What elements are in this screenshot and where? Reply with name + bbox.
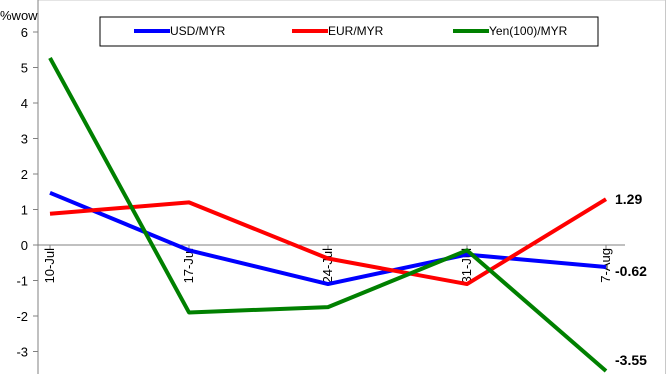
- end-value-label: -3.55: [615, 352, 647, 368]
- y-tick-label: -1: [16, 274, 28, 289]
- y-tick-label: 4: [21, 96, 28, 111]
- legend-label: USD/MYR: [170, 24, 226, 38]
- y-tick-label: 0: [21, 238, 28, 253]
- series-line: [48, 56, 608, 373]
- y-tick-label: 6: [21, 25, 28, 40]
- y-axis-title: %wow: [0, 8, 38, 23]
- y-tick-label: -3: [16, 345, 28, 360]
- y-tick-label: 3: [21, 132, 28, 147]
- legend: USD/MYR EUR/MYR Yen(100)/MYR: [99, 16, 599, 47]
- x-tick-label: 17-Jul: [181, 248, 196, 284]
- y-axis: 6 5 4 3 2 1 0 -1 -2 -3: [16, 0, 39, 374]
- y-tick-label: 2: [21, 167, 28, 182]
- end-labels: 1.29 -0.62 -3.55: [615, 191, 647, 368]
- y-tick-label: -2: [16, 309, 28, 324]
- legend-label: EUR/MYR: [328, 24, 384, 38]
- legend-label: Yen(100)/MYR: [489, 24, 568, 38]
- end-value-label: 1.29: [615, 191, 642, 207]
- legend-box: [99, 16, 599, 47]
- y-tick-label: 5: [21, 61, 28, 76]
- series-layer: [48, 56, 608, 373]
- series-line: [49, 197, 608, 287]
- y-tick-label: 1: [21, 203, 28, 218]
- x-tick-label: 10-Jul: [42, 248, 57, 284]
- end-value-label: -0.62: [615, 263, 647, 279]
- x-axis: 10-Jul 17-Jul 24-Jul 31-Jul 7-Aug: [38, 244, 625, 284]
- x-tick-label: 24-Jul: [320, 248, 335, 284]
